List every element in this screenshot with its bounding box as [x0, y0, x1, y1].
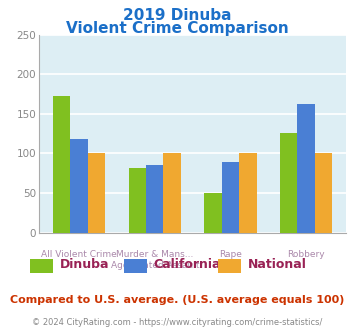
Bar — [70, 139, 88, 233]
Bar — [222, 162, 239, 233]
Text: Aggravated Assault: Aggravated Assault — [110, 261, 199, 270]
Text: Robbery: Robbery — [287, 250, 325, 259]
Bar — [239, 153, 257, 233]
Bar — [315, 153, 332, 233]
Bar — [146, 165, 163, 233]
Text: Murder & Mans...: Murder & Mans... — [116, 250, 193, 259]
Text: Compared to U.S. average. (U.S. average equals 100): Compared to U.S. average. (U.S. average … — [10, 295, 345, 305]
Bar — [88, 153, 105, 233]
Bar — [204, 193, 222, 233]
Bar — [280, 133, 297, 233]
Text: 2019 Dinuba: 2019 Dinuba — [123, 8, 232, 23]
Text: © 2024 CityRating.com - https://www.cityrating.com/crime-statistics/: © 2024 CityRating.com - https://www.city… — [32, 318, 323, 327]
Text: All Violent Crime: All Violent Crime — [41, 250, 117, 259]
Bar — [129, 168, 146, 233]
Bar — [163, 153, 181, 233]
Text: Dinuba: Dinuba — [60, 258, 109, 272]
Bar — [53, 96, 70, 233]
Bar — [297, 104, 315, 233]
Text: National: National — [248, 258, 307, 272]
Text: California: California — [154, 258, 221, 272]
Text: Violent Crime Comparison: Violent Crime Comparison — [66, 21, 289, 36]
Text: Rape: Rape — [219, 250, 242, 259]
